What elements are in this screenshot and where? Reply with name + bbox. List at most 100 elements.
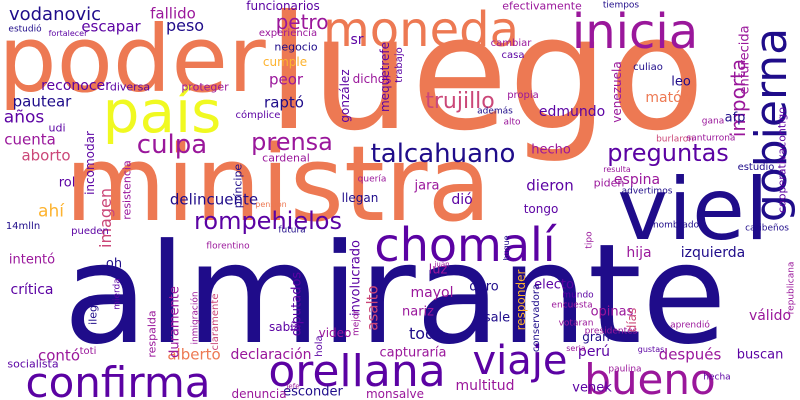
word-preguntas: preguntas bbox=[607, 139, 729, 167]
word-gran: gran bbox=[582, 330, 610, 344]
word-gustas: gustas bbox=[637, 345, 665, 354]
word-peru: perú bbox=[577, 344, 611, 360]
word-pueden: pueden bbox=[71, 226, 109, 237]
word-asalto: asalto bbox=[363, 285, 382, 331]
word-multitud: multitud bbox=[455, 378, 515, 394]
word-advertimos: advertimos bbox=[621, 186, 673, 197]
word-culpa: culpa bbox=[136, 130, 208, 160]
word-burlaron: burlaron bbox=[656, 134, 694, 145]
word-socialista: socialista bbox=[7, 357, 59, 371]
word-incomodar: incomodar bbox=[83, 131, 97, 195]
word-respalda: respalda bbox=[145, 310, 159, 358]
word-mundo: mundo bbox=[562, 290, 594, 301]
word-juan: juan bbox=[434, 260, 450, 269]
word-capturaria: capturaría bbox=[379, 345, 447, 361]
word-trabajo: trabajo bbox=[394, 47, 405, 83]
word-declaracion: declaración bbox=[230, 347, 312, 363]
word-presidentes: presidentes bbox=[584, 326, 638, 337]
word-sr: sr bbox=[350, 32, 364, 48]
word-video: video bbox=[318, 326, 352, 340]
word-espina: espina bbox=[613, 172, 661, 188]
word-afp: afp bbox=[724, 110, 746, 126]
word-nombrado: nombrado bbox=[652, 220, 700, 231]
word-ademas: además bbox=[477, 106, 513, 117]
word-nariz: nariz bbox=[402, 304, 434, 320]
word-chomali: chomalí bbox=[374, 218, 556, 272]
word-hola: hola bbox=[314, 335, 325, 357]
word-seria: seria bbox=[566, 344, 586, 353]
word-aprendio: aprendió bbox=[670, 320, 710, 331]
word-jara: jara bbox=[414, 178, 440, 194]
word-proteger: proteger bbox=[181, 80, 229, 94]
word-venek: venek bbox=[572, 380, 612, 396]
word-sale: sale bbox=[483, 310, 511, 326]
word-cambiar: cambiar bbox=[490, 38, 532, 49]
word-conservadora: conservadora bbox=[531, 283, 542, 353]
word-cardenal: cardenal bbox=[262, 151, 310, 165]
word-rol: rol bbox=[58, 175, 76, 191]
word-resistencia: resistencia bbox=[120, 160, 134, 220]
word-hija: hija bbox=[626, 245, 652, 261]
word-peor: peor bbox=[268, 70, 304, 89]
word-rompehielos: rompehielos bbox=[194, 207, 342, 235]
word-responder: responder bbox=[514, 269, 528, 331]
word-inmigracion: inmigración bbox=[190, 291, 201, 345]
word-estudio: estudió bbox=[8, 24, 42, 35]
word-moneda: moneda bbox=[323, 2, 519, 58]
word-viaje: viaje bbox=[472, 338, 568, 384]
word-talcahuano: talcahuano bbox=[370, 139, 516, 169]
word-duro: duro bbox=[469, 279, 499, 295]
word-claramente: claramente bbox=[210, 293, 221, 351]
word-negocio: negocio bbox=[274, 40, 318, 54]
word-fallido: fallido bbox=[150, 4, 196, 23]
word-critica: crítica bbox=[10, 282, 54, 298]
word-fortalecer: fortalecer bbox=[48, 29, 88, 38]
word-esconder: esconder bbox=[283, 384, 343, 400]
word-gonzalez: gonzález bbox=[338, 69, 352, 123]
word-udi: udi bbox=[48, 121, 66, 135]
word-luz: luz bbox=[428, 262, 448, 278]
word-dichos: dichos bbox=[352, 72, 392, 86]
word-estudio-2: estudio bbox=[737, 162, 775, 173]
word-principe: príncipe bbox=[231, 163, 245, 209]
word-toda: toda bbox=[408, 324, 446, 343]
word-mequetrefe: mequetrefe bbox=[378, 41, 392, 113]
word-buscan: buscan bbox=[736, 347, 784, 363]
word-despues: después bbox=[658, 345, 722, 364]
word-almirante: almirante bbox=[63, 214, 727, 375]
word-ministra: ministra bbox=[64, 123, 492, 245]
word-intento: intentó bbox=[8, 252, 56, 268]
word-hecho: hecho bbox=[531, 142, 571, 158]
word-cooperativacontigo: cooperativacontigo bbox=[775, 107, 789, 213]
word-petro: petro bbox=[275, 10, 329, 34]
word-piden: piden bbox=[593, 176, 625, 190]
word-ilegal: ilegal bbox=[86, 295, 100, 325]
word-leo: leo bbox=[671, 74, 691, 90]
word-aborto: aborto bbox=[21, 146, 71, 165]
word-experiencia: experiencia bbox=[258, 28, 318, 39]
word-alto: alto bbox=[503, 117, 521, 128]
word-dio: dió bbox=[451, 192, 473, 208]
word-casa: casa bbox=[501, 50, 525, 61]
word-pension: pensión bbox=[255, 200, 287, 209]
word-confirma: confirma bbox=[25, 358, 211, 400]
word-queria: quería bbox=[357, 174, 387, 185]
word-dias: días bbox=[625, 307, 639, 333]
word-cumple: cumple bbox=[262, 55, 308, 69]
word-diversa: diversa bbox=[109, 80, 151, 94]
word-jefe: jefe bbox=[286, 382, 300, 391]
word-denuncia: denuncia bbox=[231, 387, 287, 400]
word-propia: propia bbox=[507, 90, 539, 101]
word-duramente: duramente bbox=[167, 286, 183, 358]
word-cuenta: cuenta bbox=[4, 130, 56, 149]
word-anos: años bbox=[3, 107, 45, 128]
word-prensa: prensa bbox=[251, 128, 333, 156]
word-maton: matón bbox=[645, 90, 691, 106]
word-toti: toti bbox=[79, 346, 97, 357]
word-tongo: tongo bbox=[523, 202, 559, 216]
word-luego: luego bbox=[266, 0, 706, 166]
word-vodanovic: vodanovic bbox=[8, 4, 102, 25]
word-oh: oh bbox=[105, 256, 123, 272]
word-ahi: ahí bbox=[38, 201, 64, 222]
word-buque: buque bbox=[502, 235, 511, 261]
